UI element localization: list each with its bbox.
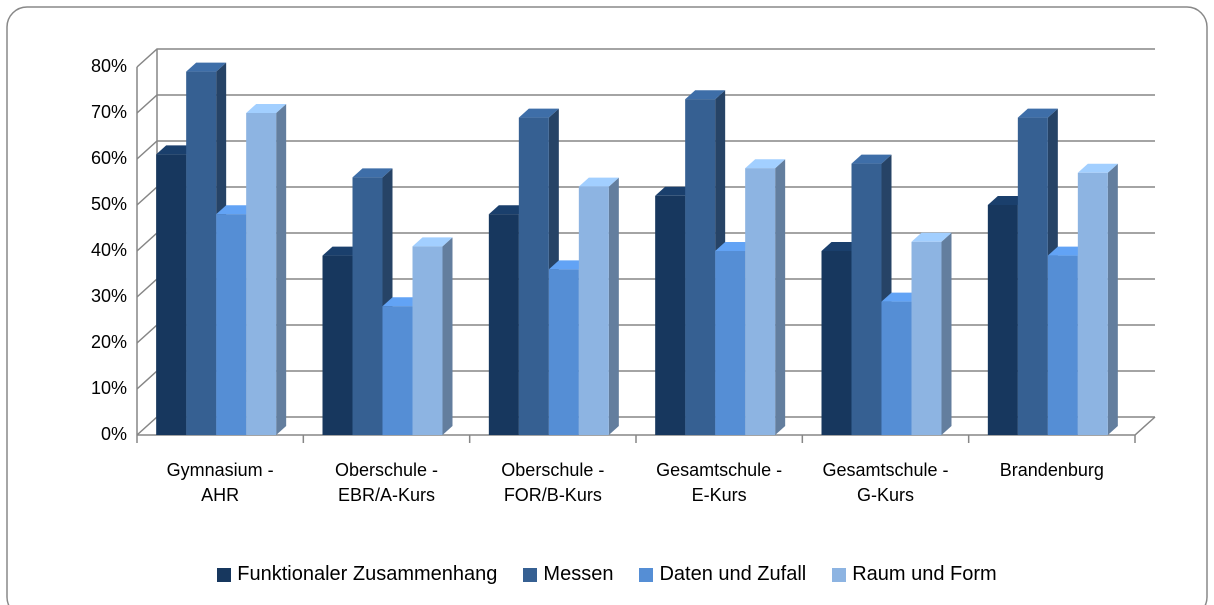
bar	[548, 269, 579, 435]
bar	[911, 241, 942, 435]
x-tick-label: Gesamtschule - E-Kurs	[656, 460, 783, 505]
bar-top	[246, 104, 287, 113]
y-tick-label: 60%	[91, 148, 127, 168]
x-tick-label: Oberschule - EBR/A-Kurs	[334, 460, 439, 505]
bar	[851, 163, 882, 435]
bar	[881, 301, 912, 435]
y-tick-label: 50%	[91, 194, 127, 214]
legend-item: Messen	[523, 563, 613, 586]
bar-side	[608, 177, 619, 435]
bar-side	[775, 159, 786, 435]
y-tick-label: 80%	[91, 56, 127, 76]
bar	[745, 168, 776, 435]
bar	[382, 306, 413, 435]
bar	[186, 71, 217, 435]
x-tick-label: Brandenburg	[999, 460, 1104, 480]
legend-swatch	[217, 567, 232, 582]
legend: Funktionaler Zusammenhang Messen Daten und…	[0, 563, 1214, 586]
bar	[578, 186, 609, 435]
x-tick-label: Gesamtschule - G-Kurs	[822, 460, 949, 505]
bar	[821, 251, 852, 435]
bar	[655, 195, 686, 435]
legend-swatch	[639, 567, 654, 582]
y-tick-label: 70%	[91, 102, 127, 122]
bar-top	[578, 177, 619, 187]
bar	[715, 251, 746, 435]
bar-side	[276, 104, 287, 435]
y-tick-label: 30%	[91, 286, 127, 306]
legend-label: Daten und Zufall	[659, 563, 807, 585]
bar-top	[911, 232, 952, 242]
bar	[987, 205, 1018, 435]
bar-top	[1017, 108, 1058, 118]
bar-top	[518, 108, 559, 118]
legend-item: Funktionaler Zusammenhang	[217, 563, 497, 586]
y-tick-label: 0%	[101, 424, 127, 444]
legend-label: Messen	[543, 563, 614, 585]
bar-side	[442, 237, 453, 435]
legend-item: Daten und Zufall	[639, 563, 806, 586]
legend-item: Raum und Form	[832, 563, 997, 586]
x-tick-label: Oberschule - FOR/B-Kurs	[501, 460, 605, 505]
bar	[216, 214, 247, 435]
bar	[488, 214, 519, 435]
legend-swatch	[523, 567, 538, 582]
legend-label: Funktionaler Zusammenhang	[237, 563, 498, 585]
bar	[685, 99, 716, 435]
bar-top	[745, 159, 786, 169]
bar	[352, 177, 383, 435]
bar-top	[352, 168, 393, 178]
legend-swatch	[832, 567, 847, 582]
x-tick-label: Gymnasium - AHR	[166, 460, 274, 505]
bar-top	[412, 237, 453, 247]
bar	[1017, 117, 1048, 435]
legend-label: Raum und Form	[852, 563, 997, 585]
bar	[412, 246, 443, 435]
bar	[322, 255, 353, 435]
bar-top	[1077, 163, 1118, 173]
bar	[246, 113, 277, 435]
bar-top	[186, 62, 227, 72]
bar	[518, 117, 549, 435]
bar	[156, 154, 187, 435]
bar-top	[851, 154, 892, 164]
y-tick-label: 10%	[91, 378, 127, 398]
bar-side	[1107, 163, 1118, 436]
bar-top	[216, 205, 257, 215]
bar-side	[941, 232, 952, 435]
y-tick-label: 20%	[91, 332, 127, 352]
bar	[1077, 172, 1108, 436]
bar-top	[685, 90, 726, 100]
bar	[1047, 255, 1078, 435]
y-tick-label: 40%	[91, 240, 127, 260]
